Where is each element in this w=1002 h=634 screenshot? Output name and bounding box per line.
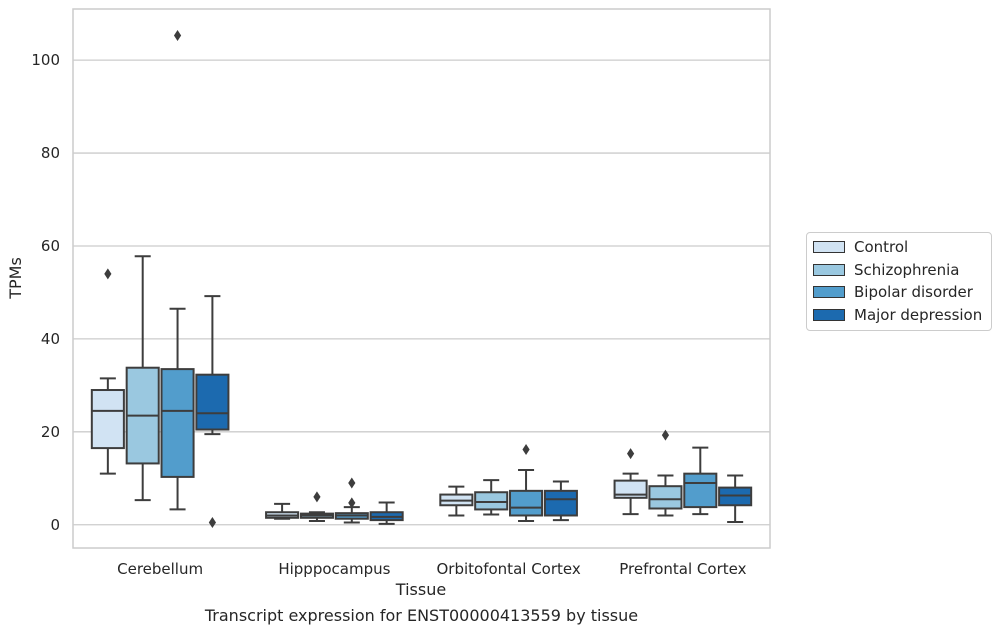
legend-label: Major depression: [854, 305, 983, 324]
iqr-box: [160, 368, 195, 478]
box-schizophrenia: [648, 429, 683, 517]
legend-swatch: [813, 263, 845, 276]
y-tick-labels: 0 20 40 60 80 100: [31, 51, 60, 534]
iqr-box: [543, 489, 578, 517]
box-major-depression: [195, 295, 230, 528]
x-tick-label: Orbitofontal Cortex: [437, 560, 581, 578]
box-control: [613, 448, 648, 516]
x-tick-label: Cerebellum: [117, 560, 203, 578]
y-axis-label: TPMs: [6, 257, 25, 300]
box-major-depression: [543, 480, 578, 522]
box-bipolar-disorder: [683, 446, 718, 516]
x-axis-label: Tissue: [395, 580, 446, 599]
y-tick-label: 60: [41, 237, 60, 255]
y-tick-label: 40: [41, 330, 60, 348]
y-tick-label: 100: [31, 51, 60, 69]
legend-label: Control: [854, 238, 909, 257]
x-tick-labels: Cerebellum Hipppocampus Orbitofontal Corte…: [117, 560, 746, 578]
outlier-point: [173, 29, 182, 41]
box-control: [90, 268, 125, 475]
box-control: [265, 502, 300, 520]
outlier-point: [522, 443, 530, 455]
y-tick-label: 0: [50, 516, 60, 534]
outlier-point: [313, 491, 321, 503]
x-tick-label: Prefrontal Cortex: [619, 560, 746, 578]
box-bipolar-disorder: [160, 29, 195, 511]
iqr-box: [648, 485, 683, 510]
x-tick-label: Hipppocampus: [278, 560, 390, 578]
box-schizophrenia: [299, 491, 334, 523]
legend-item: Bipolar disorder: [813, 281, 983, 304]
box-schizophrenia: [125, 255, 160, 502]
box-schizophrenia: [474, 479, 509, 516]
outlier-point: [208, 516, 216, 528]
iqr-box: [509, 489, 544, 517]
boxes: [90, 29, 753, 528]
iqr-box: [90, 389, 125, 450]
box-bipolar-disorder: [334, 477, 369, 524]
legend-item: Major depression: [813, 304, 983, 327]
iqr-box: [613, 479, 648, 499]
legend-swatch: [813, 308, 845, 321]
y-tick-label: 20: [41, 423, 60, 441]
box-bipolar-disorder: [509, 443, 544, 523]
chart-caption: Transcript expression for ENST0000041355…: [204, 606, 639, 625]
outlier-point: [348, 497, 356, 509]
legend: Control Schizophrenia Bipolar disorder Majo…: [806, 232, 992, 331]
legend-swatch: [813, 286, 845, 299]
legend-swatch: [813, 241, 845, 254]
outlier-point: [104, 268, 112, 280]
legend-item: Schizophrenia: [813, 259, 983, 282]
iqr-box: [683, 472, 718, 509]
box-control: [439, 485, 474, 517]
legend-item: Control: [813, 236, 983, 259]
outlier-point: [627, 448, 635, 460]
legend-label: Schizophrenia: [854, 260, 960, 279]
iqr-box: [195, 373, 230, 431]
box-major-depression: [369, 501, 404, 525]
y-tick-label: 80: [41, 144, 60, 162]
box-major-depression: [718, 474, 753, 523]
iqr-box: [474, 491, 509, 511]
outlier-point: [348, 477, 356, 489]
plot-area-frame: [72, 8, 771, 549]
legend-label: Bipolar disorder: [854, 283, 973, 302]
outlier-point: [661, 429, 670, 441]
